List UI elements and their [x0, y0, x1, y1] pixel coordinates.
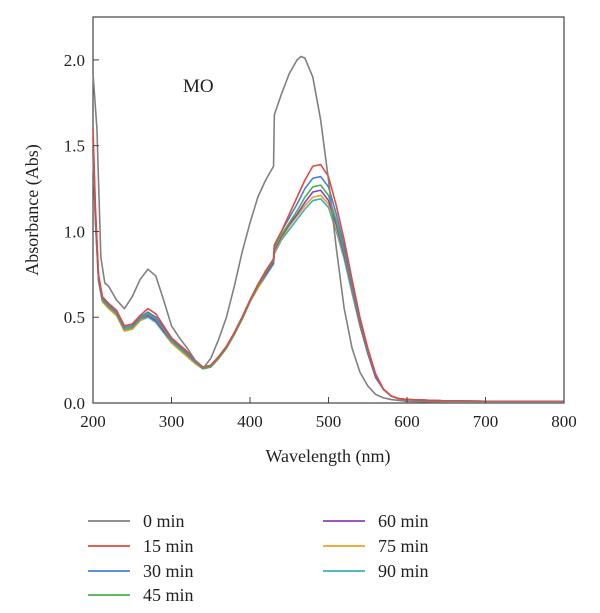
- series-layer: [92, 55, 564, 403]
- legend-label-0-min: 0 min: [143, 511, 185, 531]
- x-tick-label: 400: [237, 412, 263, 431]
- ticks-layer: 200 300 400 500 600 700 800 0.0 0.5 1.0 1.5 2.0: [64, 51, 577, 431]
- series-line-90-min: [92, 154, 564, 403]
- legend-label-15-min: 15 min: [143, 536, 194, 556]
- y-tick-label: 2.0: [64, 51, 85, 70]
- x-tick-label: 500: [316, 412, 342, 431]
- legend-label-90-min: 90 min: [378, 561, 429, 581]
- series-line-75-min: [92, 152, 564, 403]
- y-tick-label: 0.0: [64, 394, 85, 413]
- y-tick-label: 1.5: [64, 137, 85, 156]
- series-line-0-min: [92, 55, 564, 403]
- y-axis-title: Absorbance (Abs): [22, 144, 43, 275]
- y-tick-label: 0.5: [64, 308, 85, 327]
- legend-label-45-min: 45 min: [143, 585, 194, 605]
- x-axis-title: Wavelength (nm): [265, 446, 390, 467]
- x-tick-label: 700: [473, 412, 499, 431]
- legend: 0 min 15 min 30 min 45 min 60 min 75 min 90 mi…: [88, 511, 429, 605]
- legend-label-75-min: 75 min: [378, 536, 429, 556]
- y-tick-label: 1.0: [64, 222, 85, 241]
- series-line-15-min: [92, 128, 564, 403]
- x-tick-label: 800: [551, 412, 577, 431]
- legend-label-60-min: 60 min: [378, 511, 429, 531]
- legend-label-30-min: 30 min: [143, 561, 194, 581]
- annotation-mo: MO: [183, 76, 214, 97]
- x-tick-label: 300: [159, 412, 185, 431]
- x-tick-label: 600: [394, 412, 420, 431]
- x-tick-label: 200: [80, 412, 106, 431]
